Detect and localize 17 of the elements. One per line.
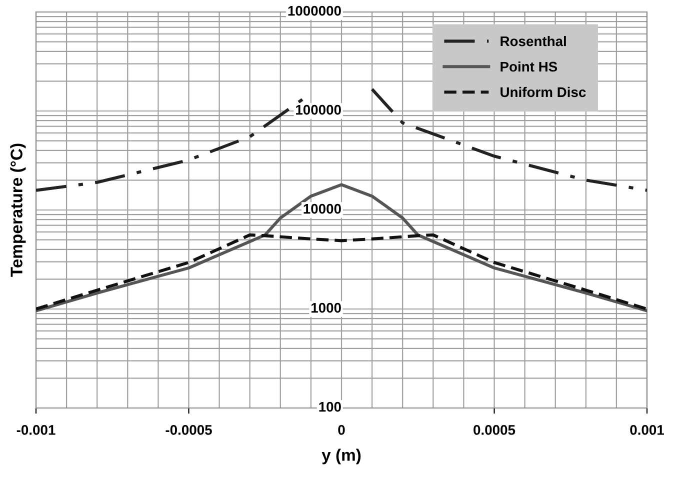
y-tick-label: 100000 [296,104,341,115]
y-axis-title: Temperature (°C) [10,144,26,277]
y-tick-label: 1000 [311,302,341,313]
x-tick-label: 0.0005 [474,425,516,435]
x-tick-label: -0.001 [16,425,56,435]
x-tick-label: 0.001 [630,425,664,435]
x-axis-title: y (m) [322,448,361,464]
legend-label: Point HS [500,61,558,72]
x-tick-label: -0.0005 [166,425,212,435]
y-tick-label: 100 [319,402,341,412]
line-series [36,183,647,312]
legend-label: Uniform Disc [500,86,586,98]
y-tick-label: 1000000 [288,6,341,16]
line-series [36,233,647,311]
legend-label: Rosenthal [500,36,566,46]
x-tick-label: 0 [338,425,345,435]
y-tick-label: 10000 [304,204,341,214]
